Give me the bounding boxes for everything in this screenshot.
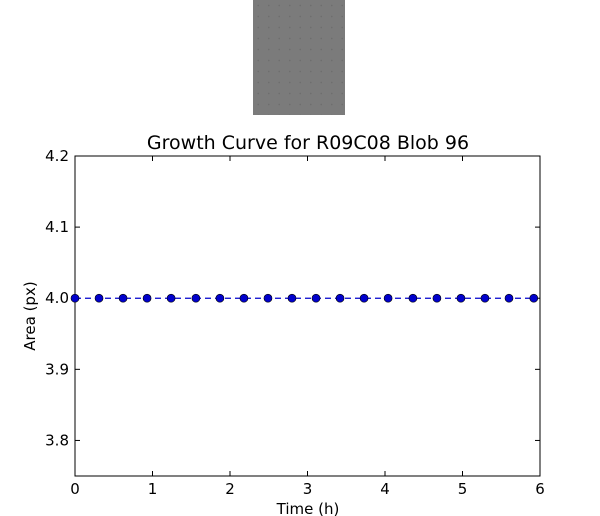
- x-tick-label: 4: [380, 480, 390, 498]
- data-point: [118, 293, 128, 303]
- y-tick-label: 3.8: [45, 431, 69, 449]
- data-point: [287, 293, 297, 303]
- y-tick-label: 4.2: [45, 147, 69, 165]
- data-point: [408, 293, 418, 303]
- data-point: [504, 293, 514, 303]
- data-point: [166, 293, 176, 303]
- x-tick-label: 1: [148, 480, 158, 498]
- data-point: [239, 293, 249, 303]
- data-point: [191, 293, 201, 303]
- blob-thumbnail-image: [253, 0, 345, 115]
- y-axis-label: Area (px): [21, 281, 39, 350]
- y-tick-label: 4.1: [45, 218, 69, 236]
- data-point: [215, 293, 225, 303]
- plot-area: 0 1 2 3 4 5 6 3.8 3.9 4.0 4.1 4.2: [45, 147, 545, 498]
- plot-frame: [74, 155, 541, 477]
- x-tick-label: 2: [225, 480, 235, 498]
- data-point: [263, 293, 273, 303]
- data-point: [94, 293, 104, 303]
- data-point: [359, 293, 369, 303]
- data-point: [383, 293, 393, 303]
- data-point: [529, 293, 539, 303]
- data-point: [142, 293, 152, 303]
- y-tick-label: 4.0: [45, 289, 69, 307]
- data-point: [311, 293, 321, 303]
- x-tick-label: 3: [303, 480, 313, 498]
- x-tick-label: 6: [535, 480, 545, 498]
- x-axis-label: Time (h): [276, 500, 340, 516]
- data-point: [432, 293, 442, 303]
- data-point: [456, 293, 466, 303]
- x-tick-label: 5: [458, 480, 468, 498]
- x-tick-label: 0: [70, 480, 80, 498]
- data-point: [480, 293, 490, 303]
- data-point: [335, 293, 345, 303]
- y-tick-label: 3.9: [45, 360, 69, 378]
- data-point: [70, 293, 80, 303]
- chart-title: Growth Curve for R09C08 Blob 96: [147, 132, 469, 154]
